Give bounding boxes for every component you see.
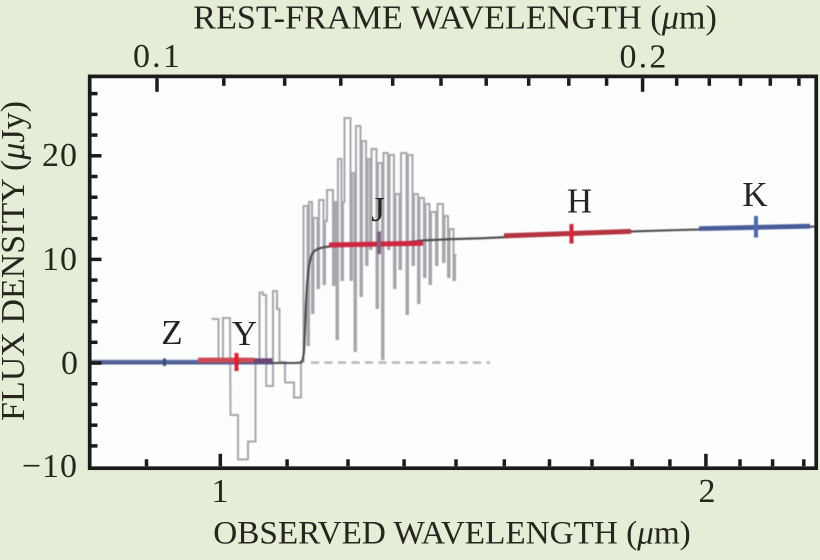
svg-text:0.2: 0.2 <box>619 39 668 76</box>
svg-text:OBSERVED WAVELENGTH (μm): OBSERVED WAVELENGTH (μm) <box>213 515 690 552</box>
svg-text:Z: Z <box>161 313 182 352</box>
svg-text:FLUX DENSITY (μJy): FLUX DENSITY (μJy) <box>0 101 32 421</box>
svg-text:−10: −10 <box>22 448 78 485</box>
svg-text:REST-FRAME WAVELENGTH (μm): REST-FRAME WAVELENGTH (μm) <box>193 0 717 37</box>
svg-text:20: 20 <box>42 137 78 174</box>
svg-text:0: 0 <box>61 345 78 382</box>
svg-text:10: 10 <box>42 241 78 278</box>
svg-text:2: 2 <box>699 473 716 510</box>
svg-text:H: H <box>567 182 592 221</box>
svg-text:0.1: 0.1 <box>133 38 182 75</box>
svg-text:J: J <box>371 190 385 229</box>
svg-text:Y: Y <box>232 314 257 353</box>
svg-text:1: 1 <box>212 473 229 510</box>
svg-text:K: K <box>742 175 767 214</box>
